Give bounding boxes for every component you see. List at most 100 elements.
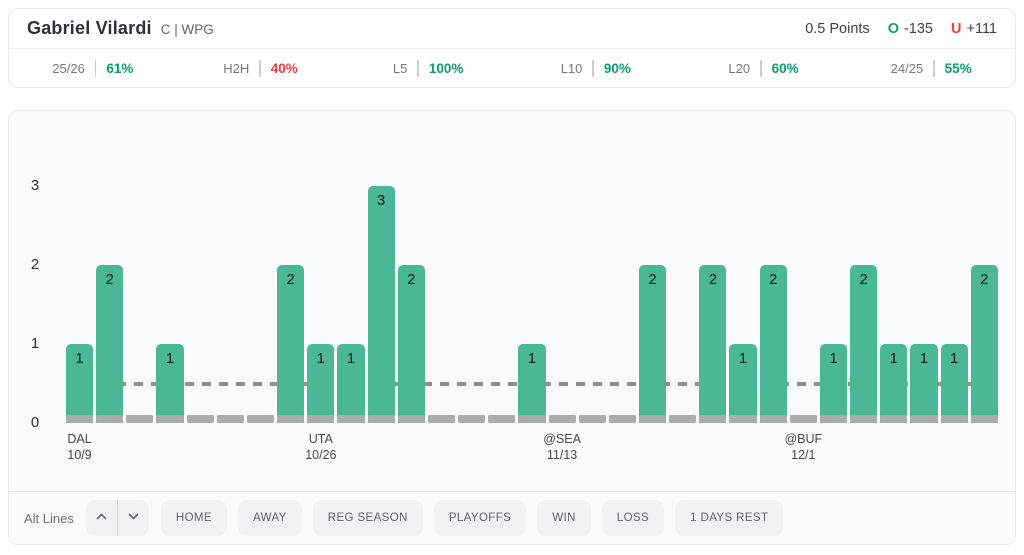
game-bar[interactable]: 2 bbox=[850, 111, 878, 423]
bar-value-label: 1 bbox=[316, 351, 325, 367]
bar-value-label: 1 bbox=[527, 351, 536, 367]
zero-baseline-stub bbox=[367, 415, 395, 423]
bar-value-label: 2 bbox=[859, 272, 868, 288]
game-bar[interactable]: 1 bbox=[910, 111, 938, 423]
alt-lines-stepper bbox=[85, 500, 149, 536]
game-bar[interactable]: 2 bbox=[96, 111, 124, 423]
filter-button-away[interactable]: AWAY bbox=[237, 500, 302, 536]
game-bar[interactable]: 1 bbox=[337, 111, 365, 423]
game-bar[interactable]: 1 bbox=[819, 111, 848, 423]
filter-button-home[interactable]: HOME bbox=[160, 500, 227, 536]
game-bar[interactable] bbox=[488, 111, 516, 423]
game-bar[interactable] bbox=[669, 111, 697, 423]
zero-baseline-stub bbox=[126, 415, 154, 423]
game-bar[interactable]: 2 bbox=[638, 111, 667, 423]
game-bar[interactable]: 2 bbox=[759, 111, 787, 423]
game-bar[interactable]: 2 bbox=[397, 111, 425, 423]
alt-line-down-button[interactable] bbox=[118, 500, 149, 536]
game-bar[interactable]: 1 bbox=[156, 111, 184, 423]
points-bar: 1 bbox=[66, 344, 94, 423]
game-bar[interactable]: @BUF 12/1 bbox=[784, 111, 822, 462]
points-bar-chart: 1 DAL 10/9 2 1 2 1 UTA 10/26 1 3 2 1 @SEA 11/13 2 2 1 2 @BU… bbox=[9, 111, 1015, 491]
split-label: 25/26 bbox=[52, 61, 85, 76]
zero-baseline-stub bbox=[638, 415, 667, 423]
split-separator bbox=[259, 60, 261, 77]
points-bar: 2 bbox=[277, 265, 305, 423]
game-bar[interactable] bbox=[427, 111, 456, 423]
chart-card: 1 DAL 10/9 2 1 2 1 UTA 10/26 1 3 2 1 @SEA 11/13 2 2 1 2 @BU… bbox=[8, 110, 1016, 545]
game-date-label: 12/1 bbox=[791, 448, 816, 463]
bar-value-label: 2 bbox=[769, 272, 778, 288]
zero-baseline-stub bbox=[608, 415, 636, 423]
split-value: 55% bbox=[944, 61, 972, 76]
game-bar[interactable]: 1 bbox=[940, 111, 968, 423]
filter-button-loss[interactable]: LOSS bbox=[601, 500, 665, 536]
game-bar[interactable] bbox=[126, 111, 154, 423]
split-25-26[interactable]: 25/26 61% bbox=[9, 60, 177, 77]
zero-baseline-stub bbox=[156, 415, 184, 423]
zero-baseline-stub bbox=[307, 415, 335, 423]
zero-baseline-stub bbox=[819, 415, 848, 423]
split-24-25[interactable]: 24/25 55% bbox=[847, 60, 1015, 77]
split-value: 90% bbox=[603, 61, 631, 76]
points-bar: 1 bbox=[518, 344, 546, 423]
game-bar[interactable] bbox=[186, 111, 214, 423]
points-bar: 2 bbox=[96, 265, 124, 423]
zero-baseline-stub bbox=[578, 415, 606, 423]
zero-baseline-stub bbox=[699, 415, 727, 423]
zero-baseline-stub bbox=[246, 415, 275, 423]
points-bar: 2 bbox=[397, 265, 425, 423]
game-bar[interactable]: @SEA 11/13 bbox=[543, 111, 581, 462]
game-bar[interactable]: 2 bbox=[277, 111, 305, 423]
split-separator bbox=[94, 60, 97, 77]
game-bar[interactable] bbox=[246, 111, 275, 423]
y-axis-tick: 2 bbox=[30, 256, 40, 273]
y-axis-tick: 0 bbox=[30, 414, 40, 431]
chevron-up-icon bbox=[95, 510, 108, 526]
points-bar: 3 bbox=[367, 186, 395, 423]
chevron-down-icon bbox=[127, 510, 140, 526]
split-l20[interactable]: L20 60% bbox=[680, 60, 848, 77]
filter-button-win[interactable]: WIN bbox=[537, 500, 591, 536]
split-l10[interactable]: L10 90% bbox=[512, 60, 680, 77]
under-odds-chip[interactable]: U +111 bbox=[951, 21, 997, 37]
over-odds-chip[interactable]: O -135 bbox=[888, 21, 933, 37]
game-bar[interactable] bbox=[608, 111, 636, 423]
split-value: 100% bbox=[428, 61, 464, 76]
x-axis-game-label: UTA 10/26 bbox=[305, 431, 336, 464]
filter-button-playoffs[interactable]: PLAYOFFS bbox=[433, 500, 527, 536]
filter-button-reg-season[interactable]: REG SEASON bbox=[312, 500, 423, 536]
game-bar[interactable]: 1 bbox=[518, 111, 546, 423]
bar-value-label: 3 bbox=[377, 193, 386, 209]
game-bar[interactable]: 3 bbox=[367, 111, 395, 423]
zero-baseline-stub bbox=[458, 415, 486, 423]
game-bar[interactable] bbox=[458, 111, 486, 423]
split-label: L10 bbox=[560, 61, 583, 76]
filter-button-1-days-rest[interactable]: 1 DAYS REST bbox=[675, 500, 784, 536]
game-bar[interactable]: 2 bbox=[970, 111, 998, 423]
game-bar[interactable] bbox=[578, 111, 606, 423]
bar-value-label: 1 bbox=[166, 351, 175, 367]
zero-baseline-stub bbox=[397, 415, 425, 423]
game-bar[interactable]: 1 bbox=[880, 111, 908, 423]
split-l5[interactable]: L5 100% bbox=[344, 60, 512, 77]
stepper-divider bbox=[116, 500, 118, 536]
game-date-label: 10/26 bbox=[305, 448, 337, 463]
split-label: H2H bbox=[223, 61, 250, 76]
game-bar[interactable]: 2 bbox=[699, 111, 727, 423]
x-axis-game-label: @SEA 11/13 bbox=[543, 431, 581, 464]
opponent-label: @BUF bbox=[784, 432, 823, 446]
game-bar[interactable] bbox=[216, 111, 244, 423]
hit-rate-splits-row: 25/26 61% H2H 40% L5 100% L10 90% L20 60% 24/25 55% bbox=[9, 49, 1015, 88]
game-bar[interactable]: 1 bbox=[729, 111, 757, 423]
alt-line-up-button[interactable] bbox=[86, 500, 117, 536]
bar-value-label: 2 bbox=[648, 272, 657, 288]
game-bar[interactable]: 1 DAL 10/9 bbox=[66, 111, 94, 462]
zero-baseline-stub bbox=[669, 415, 697, 423]
game-bar[interactable]: 1 UTA 10/26 bbox=[305, 111, 336, 462]
split-h2h[interactable]: H2H 40% bbox=[177, 60, 345, 77]
over-odds-value: -135 bbox=[903, 20, 933, 37]
zero-baseline-stub bbox=[96, 415, 124, 423]
bar-value-label: 2 bbox=[105, 272, 114, 288]
zero-baseline-stub bbox=[850, 415, 878, 423]
